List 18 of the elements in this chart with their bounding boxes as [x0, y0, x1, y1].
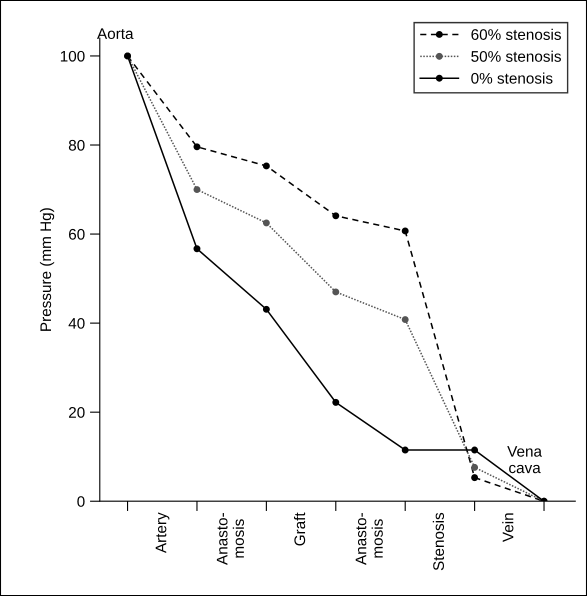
y-tick-label: 60 [68, 228, 85, 240]
legend-label: 60% stenosis [471, 28, 561, 40]
y-tick-label: 20 [68, 407, 85, 418]
x-tick-label: Vein [502, 513, 514, 542]
x-tick-label: Graft [294, 512, 306, 546]
x-tick-label: Anasto- mosis [356, 513, 383, 565]
x-tick-label: Stenosis [432, 512, 444, 570]
legend-label: 0% stenosis [471, 72, 552, 84]
x-tick-label: Artery [156, 512, 170, 554]
y-axis-title: Pressure (mm Hg) [40, 208, 54, 331]
y-tick-label: 100 [60, 50, 85, 62]
legend-label: 50% stenosis [471, 50, 561, 62]
annotation: Vena cava [507, 446, 542, 474]
x-tick-label: Anasto- mosis [216, 513, 244, 565]
y-tick-label: 40 [68, 318, 85, 329]
y-tick-label: 0 [77, 496, 85, 507]
annotation: Aorta [97, 28, 134, 40]
y-tick-label: 80 [68, 140, 85, 151]
